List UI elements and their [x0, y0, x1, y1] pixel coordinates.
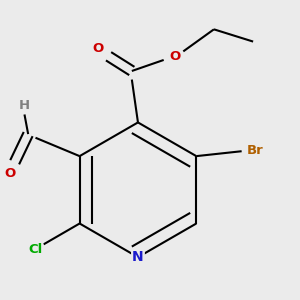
Text: Cl: Cl	[28, 243, 42, 256]
Text: Br: Br	[247, 143, 263, 157]
Text: O: O	[169, 50, 180, 63]
Text: O: O	[92, 42, 103, 56]
Text: N: N	[132, 250, 144, 264]
Text: H: H	[19, 99, 30, 112]
Text: O: O	[4, 167, 15, 180]
